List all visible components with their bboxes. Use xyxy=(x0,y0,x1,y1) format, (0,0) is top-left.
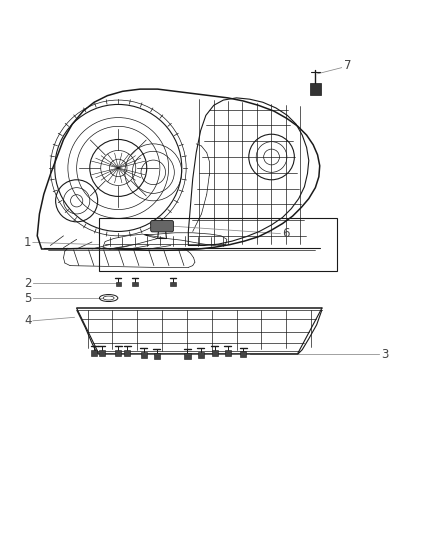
Bar xyxy=(99,219,337,271)
Bar xyxy=(132,282,138,286)
Bar xyxy=(225,350,231,356)
Bar xyxy=(198,352,204,358)
Bar xyxy=(116,282,121,286)
Text: 6: 6 xyxy=(283,227,290,240)
Bar xyxy=(310,83,321,95)
Bar xyxy=(212,350,218,356)
Text: 2: 2 xyxy=(24,277,32,289)
Text: 5: 5 xyxy=(24,292,32,304)
Text: 3: 3 xyxy=(381,348,389,361)
Text: 4: 4 xyxy=(24,314,32,327)
Bar xyxy=(91,350,97,356)
Bar xyxy=(184,353,191,359)
Bar xyxy=(240,351,246,357)
Bar xyxy=(115,350,121,356)
Text: 1: 1 xyxy=(24,236,32,249)
Text: 7: 7 xyxy=(344,59,351,72)
FancyBboxPatch shape xyxy=(151,221,173,232)
Bar xyxy=(99,350,105,356)
Bar xyxy=(124,350,130,356)
Bar xyxy=(154,353,160,359)
Bar xyxy=(170,282,176,286)
Bar xyxy=(141,352,147,358)
